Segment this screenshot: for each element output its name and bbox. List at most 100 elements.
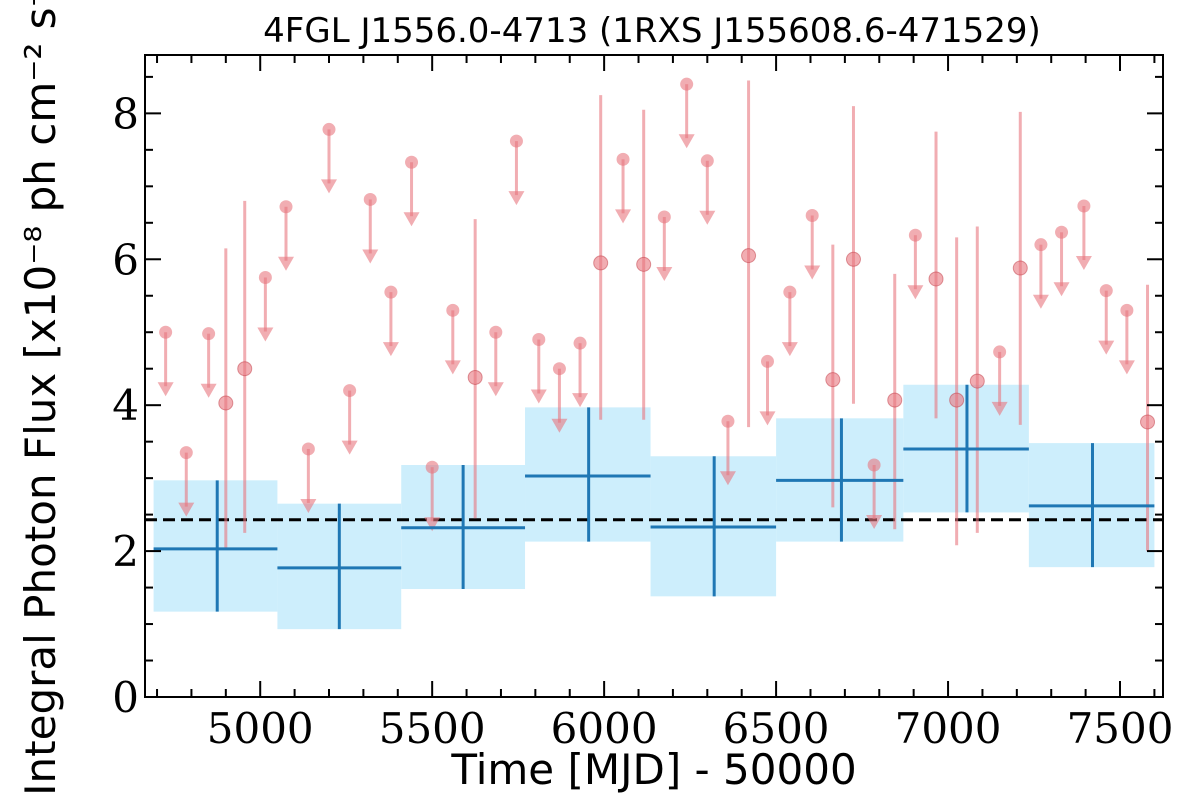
upper-limit-arrowhead	[656, 266, 673, 281]
detection-point	[636, 256, 652, 272]
upper-limit-arrowhead	[300, 498, 317, 513]
upper-limit-arrowhead	[382, 342, 399, 357]
axes-frame	[144, 54, 1164, 698]
binned-uncertainty-band	[153, 480, 278, 612]
upper-limit-arrowhead	[781, 342, 798, 357]
ticks: 5000 5500 6000 6500 7000 7500 0 2 4 6 8	[112, 55, 1173, 753]
upper-limit-arrowhead	[1098, 340, 1115, 355]
upper-limit-point	[993, 345, 1007, 359]
upper-limit-arrowhead	[572, 393, 589, 408]
upper-limit-arrowhead	[1053, 282, 1070, 297]
upper-limit-arrowhead	[257, 327, 274, 342]
upper-limit-arrowhead	[804, 265, 821, 280]
upper-limit-point	[721, 414, 735, 428]
detection-point	[593, 255, 609, 271]
upper-limit-arrowhead	[615, 209, 632, 224]
upper-limit-arrowhead	[320, 179, 337, 194]
upper-limit-point	[509, 134, 523, 148]
x-tick-label: 7500	[1067, 704, 1174, 753]
upper-limit-point	[700, 154, 714, 168]
upper-limit-arrowhead	[341, 440, 358, 455]
upper-limit-arrowhead	[1075, 256, 1092, 271]
detection-point	[1140, 414, 1156, 430]
upper-limit-arrowhead	[678, 134, 695, 149]
upper-limit-arrowhead	[487, 382, 504, 397]
y-tick-label: 6	[112, 235, 139, 284]
upper-limit-point	[680, 77, 694, 91]
upper-limit-point	[760, 354, 774, 368]
detection-point	[1012, 260, 1028, 276]
axes-border	[144, 54, 1164, 698]
upper-limit-arrowhead	[907, 285, 924, 300]
upper-limit-arrowhead	[278, 256, 295, 271]
x-tick-label: 6500	[723, 704, 830, 753]
upper-limit-arrowhead	[200, 383, 217, 398]
detection-point	[237, 361, 253, 377]
plot-content	[145, 77, 1163, 630]
y-tick-label: 4	[112, 381, 139, 430]
upper-limit-point	[1055, 225, 1069, 239]
x-tick-label: 7000	[895, 704, 1002, 753]
detection-point	[741, 248, 757, 264]
upper-limit-point	[1099, 284, 1113, 298]
x-axis-label: Time [MJD] - 50000	[450, 745, 856, 794]
upper-limit-point	[425, 460, 439, 474]
upper-limit-point	[363, 192, 377, 206]
upper-limit-point	[202, 327, 216, 341]
upper-limit-point	[384, 285, 398, 299]
detection-point	[887, 392, 903, 408]
upper-limit-arrowhead	[157, 382, 174, 397]
y-tick-label: 0	[112, 673, 139, 722]
upper-limit-point	[867, 458, 881, 472]
upper-limit-point	[489, 325, 503, 339]
upper-limit-point	[179, 446, 193, 460]
upper-limit-point	[159, 325, 173, 339]
upper-limit-point	[532, 333, 546, 347]
x-tick-label: 5500	[379, 704, 486, 753]
upper-limit-point	[446, 303, 460, 317]
upper-limit-point	[322, 122, 336, 136]
y-tick-label: 8	[112, 89, 139, 138]
detection-point	[928, 271, 944, 287]
upper-limit-arrowhead	[530, 389, 547, 404]
upper-limit-arrowhead	[759, 411, 776, 426]
upper-limit-point	[552, 362, 566, 376]
upper-limit-arrowhead	[866, 515, 883, 530]
upper-limit-point	[783, 285, 797, 299]
upper-limit-point	[908, 228, 922, 242]
detection-point	[467, 369, 483, 385]
upper-limit-point	[1077, 199, 1091, 213]
upper-limit-arrowhead	[699, 210, 716, 225]
upper-limit-point	[657, 210, 671, 224]
upper-limit-point	[1120, 303, 1134, 317]
detection-point	[218, 395, 234, 411]
upper-limit-arrowhead	[362, 249, 379, 264]
upper-limit-arrowhead	[1032, 294, 1049, 309]
upper-limit-arrowhead	[424, 517, 441, 532]
upper-limit-point	[279, 200, 293, 214]
x-tick-label: 6000	[551, 704, 658, 753]
upper-limit-arrowhead	[719, 471, 736, 486]
upper-limit-point	[405, 155, 419, 169]
upper-limit-point	[573, 336, 587, 350]
detection-point	[845, 251, 861, 267]
detection-point	[825, 372, 841, 388]
upper-limit-point	[343, 384, 357, 398]
upper-limit-point	[1034, 238, 1048, 252]
upper-limit-point	[805, 209, 819, 222]
upper-limit-point	[258, 271, 272, 285]
chart-title: 4FGL J1556.0-4713 (1RXS J155608.6-471529…	[263, 11, 1041, 51]
detection-point	[949, 392, 965, 408]
upper-limit-arrowhead	[508, 191, 525, 206]
upper-limit-arrowhead	[1118, 360, 1135, 375]
y-tick-label: 2	[112, 527, 139, 576]
detection-point	[969, 373, 985, 389]
x-tick-label: 5000	[207, 704, 314, 753]
upper-limit-arrowhead	[444, 360, 461, 375]
upper-limit-arrowhead	[403, 212, 420, 227]
y-axis-label: Integral Photon Flux [x10⁻⁸ ph cm⁻² s⁻¹]	[16, 0, 65, 796]
upper-limit-point	[301, 442, 315, 456]
upper-limit-point	[616, 152, 630, 166]
upper-limit-arrowhead	[551, 418, 568, 433]
